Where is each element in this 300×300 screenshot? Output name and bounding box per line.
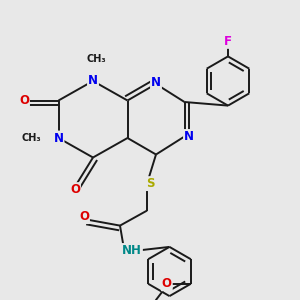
Text: O: O — [70, 183, 80, 196]
Text: F: F — [224, 35, 232, 48]
Text: CH₃: CH₃ — [22, 133, 41, 143]
Text: N: N — [151, 76, 161, 89]
Text: N: N — [53, 131, 64, 145]
Text: NH: NH — [122, 244, 142, 257]
Text: S: S — [146, 177, 154, 190]
Text: N: N — [88, 74, 98, 88]
Text: O: O — [162, 277, 172, 290]
Text: CH₃: CH₃ — [86, 54, 106, 64]
Text: O: O — [79, 210, 89, 223]
Text: N: N — [184, 130, 194, 143]
Text: O: O — [19, 94, 29, 107]
